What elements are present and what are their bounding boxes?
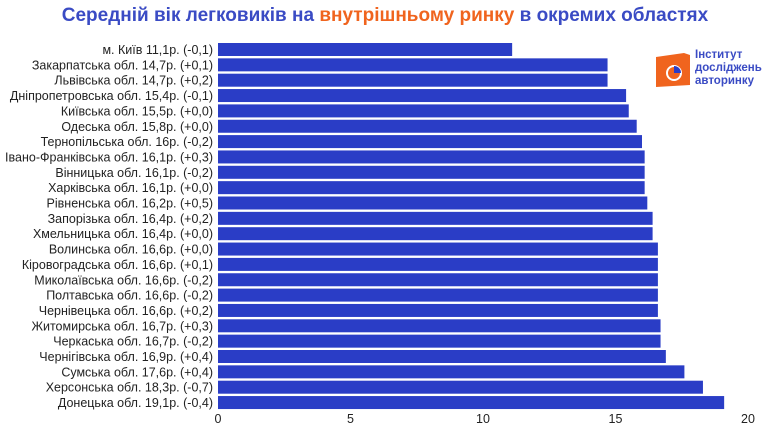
category-label: Полтавська обл. 16,6р. (-0,2): [46, 289, 213, 303]
title-part1: Середній вік легковиків на: [61, 5, 320, 26]
category-label: Донецька обл. 19,1р. (-0,4): [58, 396, 213, 410]
category-label: Львівська обл. 14,7р. (+0,2): [54, 74, 213, 88]
bar: [218, 334, 661, 348]
category-label: Херсонська обл. 18,3р. (-0,7): [46, 381, 213, 395]
category-label: Чернівецька обл. 16,6р. (+0,2): [39, 304, 213, 318]
bar: [218, 150, 645, 164]
logo-line2: досліджень: [695, 62, 762, 74]
category-label: Хмельницька обл. 16,4р. (+0,0): [33, 227, 213, 241]
category-label: Київська обл. 15,5р. (+0,0): [61, 104, 213, 118]
title-part2: в окремих областях: [514, 5, 709, 26]
category-label: Тернопільська обл. 16р. (-0,2): [41, 135, 213, 149]
x-tick-label: 15: [609, 412, 623, 426]
bar: [218, 350, 666, 363]
bar: [218, 396, 725, 410]
bar: [218, 196, 648, 210]
bar: [218, 135, 642, 149]
category-label: м. Київ 11,1р. (-0,1): [102, 43, 213, 57]
category-label: Івано-Франківська обл. 16,1р. (+0,3): [5, 150, 213, 164]
bar: [218, 211, 653, 225]
x-tick-label: 0: [215, 412, 222, 426]
category-label: Волинська обл. 16,6р. (+0,0): [49, 243, 213, 257]
category-label: Миколаївська обл. 16,6р. (-0,2): [34, 273, 213, 287]
bar: [218, 165, 645, 179]
logo-text: Інститут досліджень авторинку: [695, 49, 762, 88]
bar: [218, 43, 513, 56]
title-highlight: внутрішньому ринку: [319, 5, 515, 26]
category-label: Закарпатська обл. 14,7р. (+0,1): [32, 58, 213, 72]
bar: [218, 288, 658, 302]
chart-title: Середній вік легковиків на внутрішньому …: [0, 5, 770, 27]
category-label: Рівненська обл. 16,2р. (+0,5): [47, 197, 213, 211]
bar: [218, 89, 627, 103]
bar: [218, 227, 653, 241]
bar: [218, 73, 608, 87]
category-label: Черкаська обл. 16,7р. (-0,2): [53, 335, 213, 349]
x-tick-label: 5: [347, 412, 354, 426]
logo-icon: [656, 53, 690, 87]
x-tick-label: 10: [476, 412, 490, 426]
bar: [218, 257, 658, 271]
bar: [218, 58, 608, 72]
bar: [218, 319, 661, 333]
bar: [218, 380, 703, 394]
bar: [218, 303, 658, 317]
category-label: Кіровоградська обл. 16,6р. (+0,1): [22, 258, 213, 272]
bar: [218, 242, 658, 256]
bar: [218, 181, 645, 195]
x-tick-label: 20: [741, 412, 755, 426]
category-label: Житомирська обл. 16,7р. (+0,3): [31, 319, 213, 333]
category-label: Харківська обл. 16,1р. (+0,0): [48, 181, 213, 195]
category-label: Одеська обл. 15,8р. (+0,0): [61, 120, 213, 134]
category-label: Чернігівська обл. 16,9р. (+0,4): [39, 350, 213, 364]
bar: [218, 104, 629, 118]
category-label: Запорізька обл. 16,4р. (+0,2): [48, 212, 213, 226]
bar: [218, 273, 658, 287]
logo-line1: Інститут: [695, 49, 743, 61]
category-label: Дніпропетровська обл. 15,4р. (-0,1): [10, 89, 213, 103]
category-label: Сумська обл. 17,6р. (+0,4): [61, 365, 213, 379]
category-label: Вінницька обл. 16,1р. (-0,2): [55, 166, 213, 180]
bar: [218, 365, 685, 379]
logo-line3: авторинку: [695, 75, 755, 87]
bar: [218, 119, 637, 133]
